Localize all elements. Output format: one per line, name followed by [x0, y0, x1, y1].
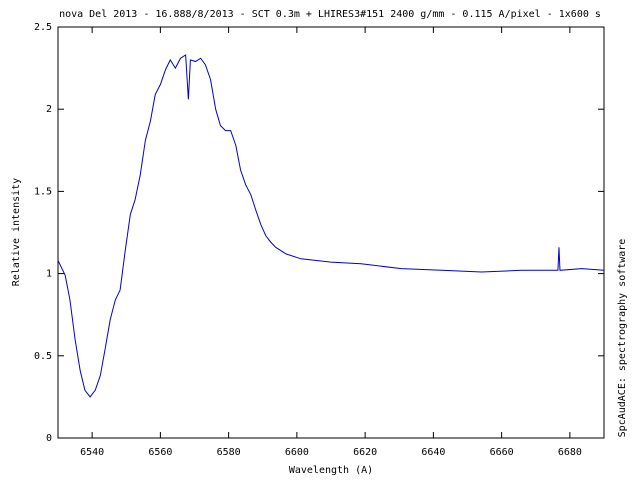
y-axis-label: Relative intensity [11, 178, 22, 286]
y-tick-label: 0.5 [34, 351, 52, 362]
plot-frame [57, 26, 605, 439]
x-tick-label: 6640 [421, 447, 445, 458]
y-tick-label: 2 [46, 104, 52, 115]
chart-title: nova Del 2013 - 16.888/8/2013 - SCT 0.3m… [59, 9, 601, 20]
x-tick-label: 6620 [353, 447, 377, 458]
y-tick-label: 1.5 [34, 186, 52, 197]
x-tick-label: 6600 [285, 447, 309, 458]
x-tick-label: 6560 [148, 447, 172, 458]
y-tick-label: 0 [46, 433, 52, 444]
spectrum-line [57, 54, 605, 398]
x-tick-label: 6540 [80, 447, 104, 458]
x-axis-label: Wavelength (A) [289, 465, 373, 476]
x-tick-label: 6580 [217, 447, 241, 458]
software-note: SpcAudACE: spectrography software [617, 239, 628, 438]
x-tick-label: 6680 [558, 447, 582, 458]
y-tick-label: 2.5 [34, 22, 52, 33]
x-tick-label: 6660 [490, 447, 514, 458]
y-tick-label: 1 [46, 269, 52, 280]
